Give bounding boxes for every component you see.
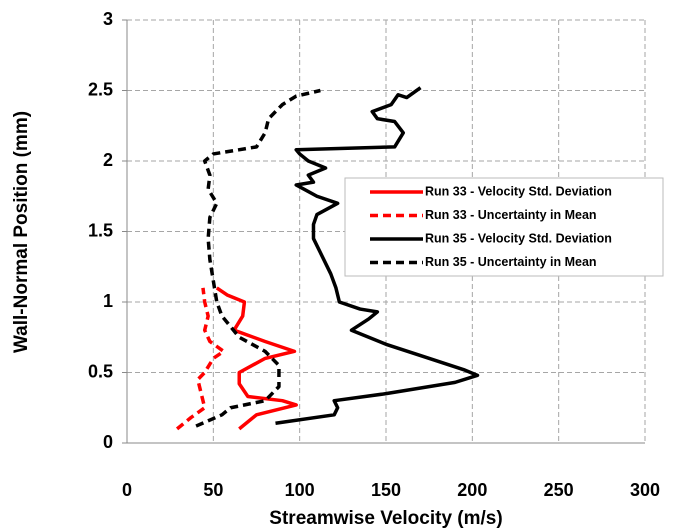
data-line [175, 287, 226, 431]
legend-label: Run 35 - Uncertainty in Mean [425, 255, 597, 269]
x-axis-label: Streamwise Velocity (m/s) [269, 508, 502, 529]
y-axis-label: Wall-Normal Position (mm) [11, 111, 32, 353]
legend-label: Run 33 - Uncertainty in Mean [425, 208, 597, 222]
data-line [275, 86, 480, 425]
y-tick-label: 3 [103, 9, 113, 29]
data-line [195, 88, 321, 428]
y-tick-label: 2 [103, 150, 113, 170]
y-tick-label: 1 [103, 291, 113, 311]
x-tick-label: 200 [457, 480, 487, 500]
y-tick-label: 0.5 [88, 361, 113, 381]
x-tick-label: 50 [203, 480, 223, 500]
legend-label: Run 33 - Velocity Std. Deviation [425, 184, 612, 198]
x-tick-label: 100 [285, 480, 315, 500]
x-tick-label: 150 [371, 480, 401, 500]
legend-box [344, 177, 664, 277]
y-tick-label: 0 [103, 432, 113, 452]
y-tick-label: 2.5 [88, 79, 113, 99]
data-line [215, 286, 298, 431]
y-tick-label: 1.5 [88, 220, 113, 240]
x-tick-label: 0 [122, 480, 132, 500]
x-tick-label: 250 [544, 480, 574, 500]
legend-label: Run 35 - Velocity Std. Deviation [425, 231, 612, 245]
x-tick-label: 300 [630, 480, 660, 500]
